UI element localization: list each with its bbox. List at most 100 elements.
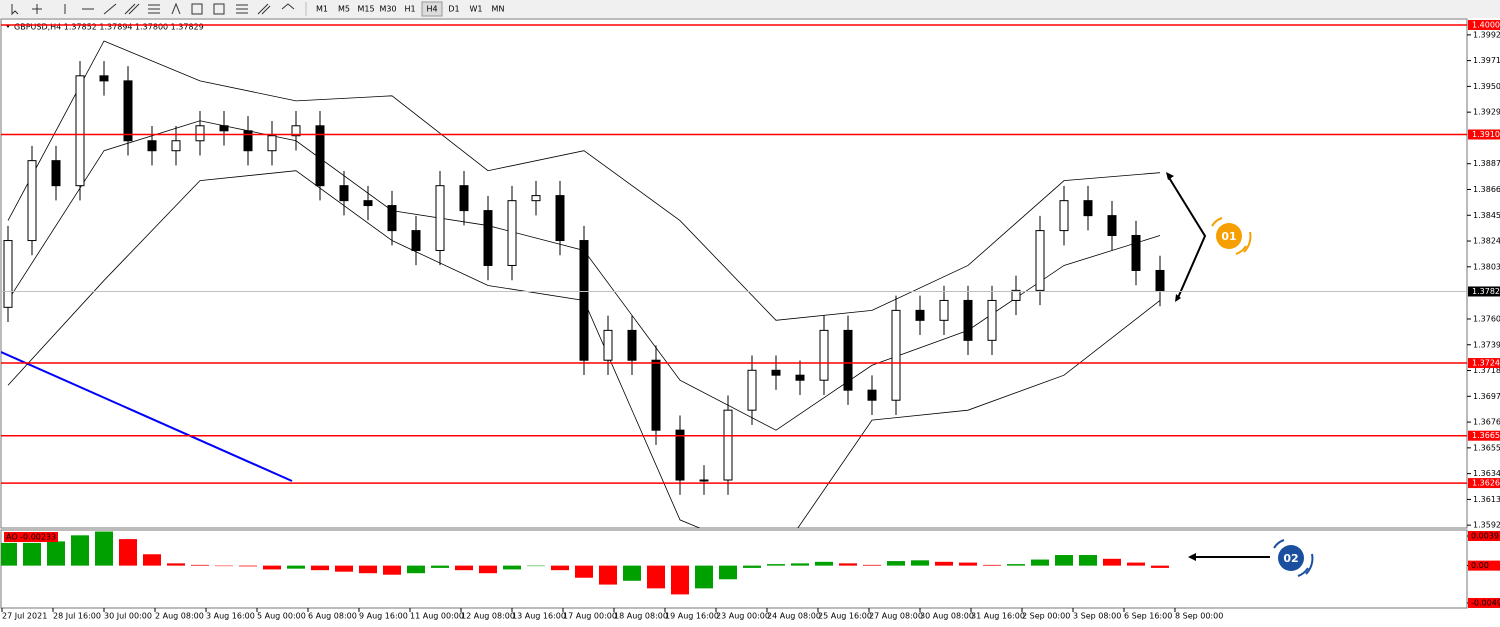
x-tick-label: 13 Aug 16:00 [512,612,566,621]
timeframe-button[interactable] [466,2,486,16]
timeframe-label: MN [492,5,505,14]
candle-body [291,125,301,137]
timeframe-button[interactable] [356,2,376,16]
ao-bar [407,565,425,574]
ao-bar [1079,555,1097,566]
candle-body [891,309,901,401]
y-tick-label: 1.37185 [1473,366,1500,375]
timeframe-button[interactable] [400,2,420,16]
trendline-tool[interactable] [103,3,117,15]
candle-body [3,240,13,308]
y-tick-label: 1.36975 [1473,392,1500,401]
candle-body [723,409,733,481]
crosshair-tool[interactable] [32,4,42,14]
x-tick-label: 19 Aug 16:00 [665,612,719,621]
x-tick-label: 28 Jul 16:00 [53,612,101,621]
x-tick-label: 25 Aug 16:00 [818,612,872,621]
pitchfork-tool[interactable] [257,3,271,15]
channel-tool[interactable] [124,3,140,15]
y-tick-label: 1.36345 [1473,469,1500,478]
candle-body [483,210,493,266]
ao-bar [95,531,113,566]
indicator-label-box [4,532,58,542]
x-tick-label: 11 Aug 00:00 [410,612,464,621]
ao-bar [359,565,377,574]
candle-body [363,200,373,207]
ao-bar [311,565,329,571]
indicator-label: AO -0.00233 [6,533,56,542]
candle-body [915,309,925,321]
candle-body [867,389,877,401]
ao-bar [119,539,137,566]
timeframe-button[interactable] [421,1,443,17]
x-tick-label: 6 Sep 16:00 [1124,612,1172,621]
timeframe-label: M5 [338,5,350,14]
ao-bar [935,561,953,566]
y-tick-label: 1.38030 [1473,262,1500,271]
candle-body [1035,230,1045,291]
ao-bar [839,563,857,566]
candle-body [939,299,949,321]
level-price-label: 1.36654 [1472,431,1500,440]
x-tick-label: 2 Aug 08:00 [155,612,204,621]
candle-body [123,80,133,142]
candle-body [699,479,709,482]
timeframe-button[interactable] [312,2,332,16]
candle-body [1131,235,1141,271]
ao-bar [431,565,449,568]
label-tool[interactable] [191,3,203,15]
candle-body [603,329,613,361]
y-tick-label: 1.39290 [1473,108,1500,117]
indicator-plot [1,531,1169,595]
ao-bar [599,565,617,585]
timeframe-label: H4 [426,5,437,14]
x-tick-label: 12 Aug 08:00 [461,612,515,621]
candle-body [411,230,421,251]
ao-bar [887,561,905,566]
text-tool[interactable] [171,2,181,15]
candle-body [627,329,637,361]
ao-bar [1007,564,1025,566]
x-tick-label: 30 Jul 00:00 [104,612,152,621]
y-tick-label: 1.36555 [1473,443,1500,452]
candle-body [1059,200,1069,232]
ao-bar [191,564,209,566]
candle-body [435,185,445,251]
y-tick-label: 1.37605 [1473,314,1500,323]
annotation-label: 01 [1221,230,1236,243]
ao-bar [527,565,545,567]
ao-bar [1055,555,1073,566]
candle-body [651,359,661,431]
ao-bar [1103,558,1121,566]
timeframe-button[interactable] [488,2,508,16]
symbol-header: GBPUSD,H4 1.37852 1.37894 1.37800 1.3782… [14,23,204,32]
candle-body [99,75,109,82]
ao-bar [911,560,929,566]
timeframe-button[interactable] [444,2,464,16]
x-tick-label: 18 Aug 08:00 [614,612,668,621]
ao-bar [143,554,161,566]
ao-bar [1127,562,1145,566]
y-tick-label: 1.38240 [1473,237,1500,246]
time-axis: 27 Jul 2021 28 Jul 16:00 30 Jul 00:00 2 Aug… [1,608,1223,621]
timeframe-button[interactable] [378,2,398,16]
cursor-tool[interactable] [11,4,19,16]
fibonacci-tool[interactable] [148,4,160,14]
ao-bar [647,565,665,589]
arrows-tool[interactable] [281,3,295,10]
ao-bar [1151,565,1169,568]
timeframe-bar: M1 M5 M15 M30 H1 H4 D1 W1 MN [312,1,508,17]
level-price-box [1468,478,1500,489]
x-tick-label: 27 Aug 08:00 [869,612,923,621]
ao-bar [983,564,1001,566]
ao-bar [503,565,521,570]
rectangle-tool[interactable] [213,3,225,15]
gann-tool[interactable] [236,4,248,14]
annotation-01: 01 [1166,172,1252,302]
y-tick-label: 1.39710 [1473,56,1500,65]
candle-body [555,195,565,242]
timeframe-label: M30 [379,5,396,14]
candle-body [243,130,253,152]
y-tick-label: 1.36135 [1473,495,1500,504]
timeframe-button[interactable] [334,2,354,16]
